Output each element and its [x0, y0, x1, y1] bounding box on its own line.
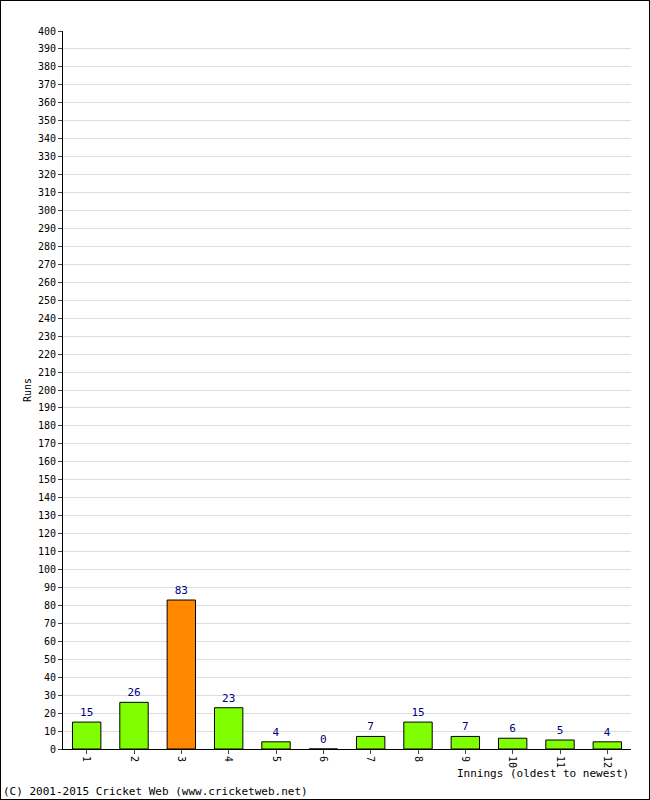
svg-text:6: 6 — [318, 756, 329, 762]
svg-text:83: 83 — [175, 584, 188, 597]
svg-text:90: 90 — [44, 582, 56, 593]
svg-text:130: 130 — [38, 510, 56, 521]
svg-text:20: 20 — [44, 708, 56, 719]
svg-text:290: 290 — [38, 223, 56, 234]
svg-text:0: 0 — [320, 733, 327, 746]
svg-text:15: 15 — [411, 706, 424, 719]
svg-text:120: 120 — [38, 528, 56, 539]
svg-text:Innings (oldest to newest): Innings (oldest to newest) — [457, 767, 629, 780]
svg-text:320: 320 — [38, 169, 56, 180]
svg-text:7: 7 — [367, 720, 374, 733]
svg-text:360: 360 — [38, 97, 56, 108]
svg-text:5: 5 — [271, 756, 282, 762]
svg-text:280: 280 — [38, 241, 56, 252]
svg-text:80: 80 — [44, 600, 56, 611]
svg-text:150: 150 — [38, 474, 56, 485]
svg-text:7: 7 — [462, 720, 469, 733]
svg-text:110: 110 — [38, 546, 56, 557]
svg-text:380: 380 — [38, 61, 56, 72]
svg-text:160: 160 — [38, 456, 56, 467]
svg-text:50: 50 — [44, 654, 56, 665]
svg-text:4: 4 — [273, 726, 280, 739]
svg-text:350: 350 — [38, 115, 56, 126]
svg-text:60: 60 — [44, 636, 56, 647]
svg-text:180: 180 — [38, 420, 56, 431]
svg-text:330: 330 — [38, 151, 56, 162]
svg-text:2: 2 — [129, 756, 140, 762]
svg-text:300: 300 — [38, 205, 56, 216]
svg-text:0: 0 — [50, 744, 56, 755]
svg-text:15: 15 — [80, 706, 93, 719]
svg-text:240: 240 — [38, 313, 56, 324]
svg-text:9: 9 — [460, 756, 471, 762]
svg-text:250: 250 — [38, 295, 56, 306]
svg-text:190: 190 — [38, 402, 56, 413]
svg-text:260: 260 — [38, 277, 56, 288]
svg-text:70: 70 — [44, 618, 56, 629]
svg-text:210: 210 — [38, 367, 56, 378]
svg-text:8: 8 — [413, 756, 424, 762]
svg-text:400: 400 — [38, 26, 56, 37]
svg-text:(C) 2001-2015 Cricket Web (www: (C) 2001-2015 Cricket Web (www.cricketwe… — [3, 785, 308, 798]
svg-text:270: 270 — [38, 259, 56, 270]
svg-text:230: 230 — [38, 331, 56, 342]
svg-text:10: 10 — [44, 726, 56, 737]
svg-text:1: 1 — [81, 756, 92, 762]
svg-text:12: 12 — [602, 756, 613, 768]
svg-text:Runs: Runs — [22, 378, 33, 402]
svg-text:340: 340 — [38, 133, 56, 144]
svg-text:10: 10 — [507, 756, 518, 768]
svg-text:4: 4 — [223, 756, 234, 762]
svg-text:4: 4 — [604, 726, 611, 739]
svg-text:26: 26 — [127, 686, 140, 699]
svg-text:100: 100 — [38, 564, 56, 575]
svg-text:40: 40 — [44, 672, 56, 683]
svg-text:390: 390 — [38, 43, 56, 54]
svg-text:3: 3 — [176, 756, 187, 762]
svg-text:170: 170 — [38, 438, 56, 449]
svg-text:140: 140 — [38, 492, 56, 503]
svg-text:6: 6 — [509, 722, 516, 735]
svg-text:23: 23 — [222, 692, 235, 705]
svg-text:30: 30 — [44, 690, 56, 701]
svg-text:7: 7 — [365, 756, 376, 762]
svg-text:200: 200 — [38, 385, 56, 396]
svg-text:5: 5 — [557, 724, 564, 737]
svg-text:11: 11 — [555, 756, 566, 768]
svg-text:370: 370 — [38, 79, 56, 90]
svg-text:220: 220 — [38, 349, 56, 360]
svg-text:310: 310 — [38, 187, 56, 198]
